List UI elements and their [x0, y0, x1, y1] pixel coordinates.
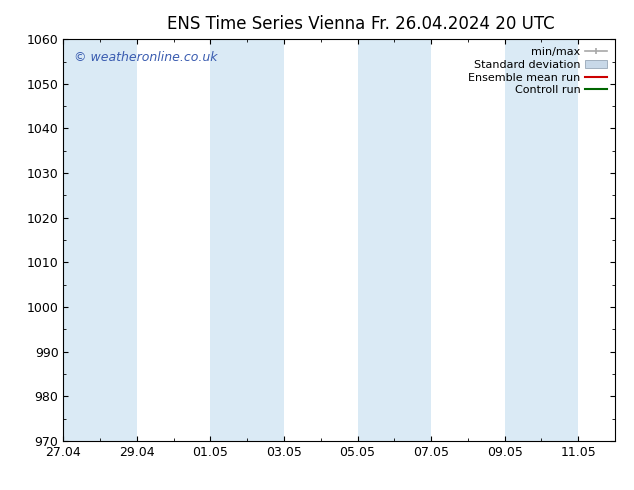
Bar — [210, 39, 284, 441]
Bar — [63, 39, 137, 441]
Bar — [358, 39, 431, 441]
Text: Fr. 26.04.2024 20 UTC: Fr. 26.04.2024 20 UTC — [371, 15, 555, 33]
Bar — [505, 39, 578, 441]
Text: © weatheronline.co.uk: © weatheronline.co.uk — [74, 51, 218, 64]
Text: ENS Time Series Vienna: ENS Time Series Vienna — [167, 15, 365, 33]
Legend: min/max, Standard deviation, Ensemble mean run, Controll run: min/max, Standard deviation, Ensemble me… — [466, 45, 609, 98]
